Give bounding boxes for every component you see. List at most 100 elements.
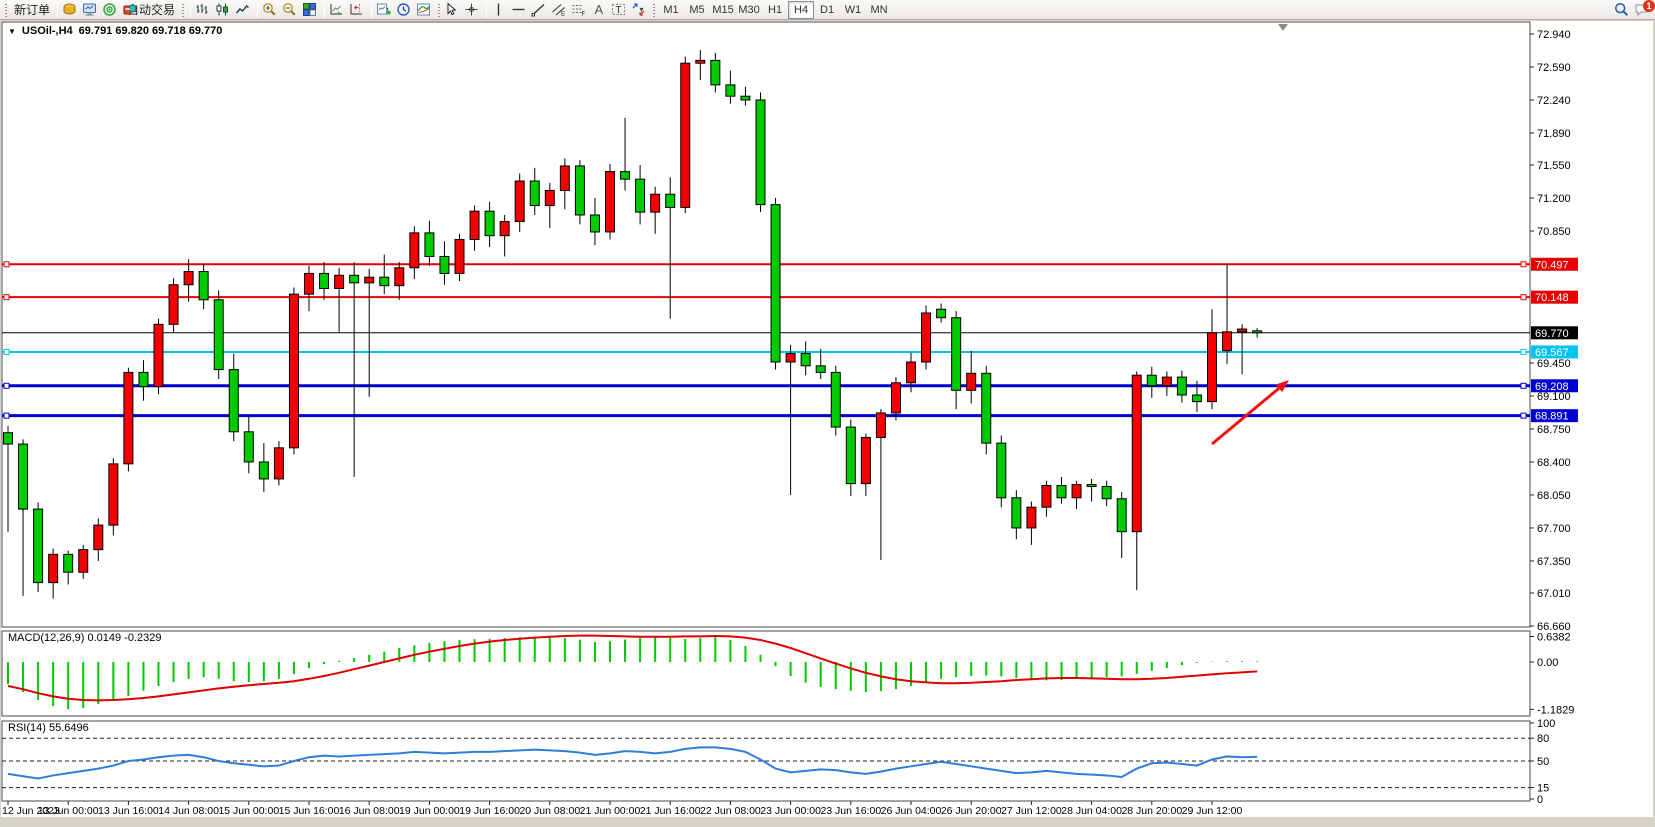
period-clock-button[interactable]: ▾ — [395, 1, 415, 19]
timeframe-m30-button[interactable]: M30 — [738, 3, 760, 16]
candle — [153, 323, 164, 388]
svg-text:26 Jun 20:00: 26 Jun 20:00 — [941, 805, 1002, 817]
svg-text:70.850: 70.850 — [1537, 226, 1571, 238]
price-label-70.497 — [1531, 257, 1578, 271]
fibonacci-button[interactable]: F — [570, 1, 590, 19]
svg-text:23 Jun 00:00: 23 Jun 00:00 — [760, 805, 821, 817]
svg-text:20 Jun 08:00: 20 Jun 08:00 — [519, 805, 580, 817]
candle — [319, 272, 330, 290]
svg-text:15 Jun 16:00: 15 Jun 16:00 — [279, 805, 340, 817]
line-chart-mode-button[interactable] — [234, 1, 254, 19]
autotrading-button[interactable]: 自动交易 — [121, 1, 179, 19]
arrows-button[interactable]: ▾ — [630, 1, 650, 19]
candle — [349, 274, 360, 284]
search-button[interactable] — [1613, 1, 1633, 19]
macd-pane[interactable] — [1, 630, 1531, 717]
equidistant-channel-button[interactable]: E — [550, 1, 570, 19]
timeframe-w1-button[interactable]: W1 — [844, 3, 862, 16]
candle — [168, 284, 179, 325]
new-order-button[interactable]: 新订单 — [10, 1, 54, 19]
candle — [1026, 506, 1037, 529]
price-axis[interactable]: 72.940 72.590 72.240 71.890 71.550 71.200 70.8… — [1530, 29, 1571, 633]
rsi-layer: 100 80 50 150 — [2, 718, 1555, 806]
svg-text:0.6382: 0.6382 — [1537, 631, 1571, 643]
text-button[interactable]: A — [590, 1, 610, 19]
candles-layer — [3, 50, 1263, 599]
arrows-dropdown-icon[interactable]: ▾ — [639, 5, 644, 14]
main-pane[interactable] — [1, 21, 1531, 628]
chart-canvas[interactable]: 72.940 72.590 72.240 71.890 71.550 71.200 70.8… — [0, 20, 1655, 827]
svg-text:70.497: 70.497 — [1535, 259, 1569, 271]
candle — [890, 382, 901, 414]
candle — [559, 165, 570, 191]
svg-text:26 Jun 04:00: 26 Jun 04:00 — [881, 805, 942, 817]
svg-text:72.940: 72.940 — [1537, 29, 1571, 41]
candle — [529, 180, 540, 207]
chat-button[interactable]: 1 — [1633, 0, 1655, 19]
crosshair-button[interactable] — [463, 1, 483, 19]
candle — [1011, 497, 1022, 529]
timeframe-m5-button[interactable]: M5 — [689, 3, 705, 16]
chart-shift-button[interactable] — [348, 1, 368, 19]
horizontal-line-button[interactable] — [510, 1, 530, 19]
timeframe-h4-button[interactable]: H4 — [788, 0, 815, 19]
candle — [409, 232, 420, 269]
candle — [1161, 376, 1172, 387]
timeframe-m1-button[interactable]: M1 — [663, 3, 679, 16]
macd-label: MACD(12,26,9) 0.0149 -0.2329 — [8, 632, 162, 644]
candle — [499, 221, 510, 237]
timeframe-mn-button[interactable]: MN — [870, 3, 888, 16]
symbol-dropdown-icon[interactable]: ▼ — [8, 26, 16, 36]
candle — [1176, 376, 1187, 396]
auto-scroll-button[interactable] — [328, 1, 348, 19]
toolbar-grip — [181, 1, 186, 18]
charts-button[interactable] — [61, 1, 81, 19]
chart-window[interactable]: 72.940 72.590 72.240 71.890 71.550 71.200 70.8… — [0, 20, 1655, 827]
candle — [138, 371, 149, 388]
navigator-button[interactable] — [101, 1, 121, 19]
toolbar-separator — [371, 1, 373, 18]
candle — [3, 432, 13, 445]
tile-windows-button[interactable] — [301, 1, 321, 19]
svg-text:15: 15 — [1537, 783, 1549, 795]
candle — [424, 232, 435, 257]
text-label-button[interactable]: T — [610, 1, 630, 19]
candle — [755, 99, 766, 206]
trendline-button[interactable] — [530, 1, 550, 19]
timeframe-m15-button[interactable]: M15 — [712, 3, 734, 16]
candle — [1071, 484, 1082, 499]
candle — [951, 317, 962, 391]
bar-chart-mode-button[interactable] — [194, 1, 214, 19]
timeframe-d1-button[interactable]: D1 — [820, 3, 835, 16]
trend-arrow-annotation[interactable] — [1211, 380, 1289, 446]
market-watch-button[interactable] — [81, 1, 101, 19]
candle — [469, 210, 480, 240]
toolbar-grip — [437, 1, 442, 18]
candle — [364, 276, 375, 284]
rsi-values: 55.6496 — [48, 722, 89, 734]
candle — [921, 312, 932, 363]
candle — [439, 255, 450, 274]
candle — [1056, 485, 1067, 499]
price-label-68.891 — [1531, 409, 1578, 423]
rsi-name: RSI(14) — [8, 722, 46, 734]
timeframe-h1-button[interactable]: H1 — [768, 3, 783, 16]
svg-text:28 Jun 04:00: 28 Jun 04:00 — [1061, 805, 1122, 817]
cursor-button[interactable] — [443, 1, 463, 19]
macd-name: MACD(12,26,9) — [8, 632, 85, 644]
zoom-in-button[interactable] — [261, 1, 281, 19]
candle — [1101, 485, 1112, 500]
zoom-out-button[interactable] — [281, 1, 301, 19]
candle — [605, 171, 615, 233]
vertical-line-button[interactable] — [490, 1, 510, 19]
svg-text:69.770: 69.770 — [1535, 328, 1569, 340]
new-chart-button[interactable]: ▾ — [375, 1, 395, 19]
chart-shift-marker[interactable] — [1278, 24, 1288, 31]
candle — [906, 361, 916, 384]
svg-text:21 Jun 16:00: 21 Jun 16:00 — [640, 805, 701, 817]
candlestick-mode-button[interactable] — [214, 1, 234, 19]
candle — [1131, 374, 1142, 533]
indicators-button[interactable]: ▾ — [415, 1, 435, 19]
